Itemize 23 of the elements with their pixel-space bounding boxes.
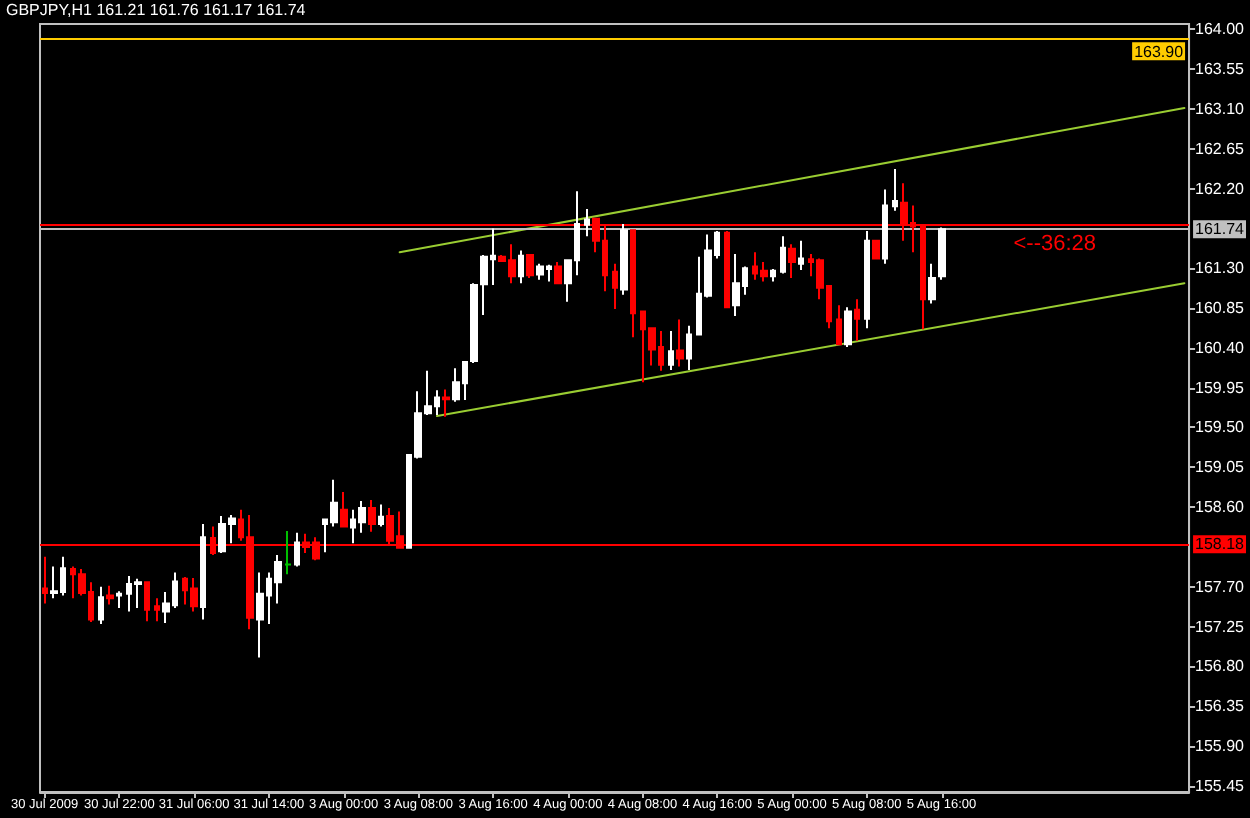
y-tick-label: 155.45 [1195,776,1246,795]
y-tick-label: 155.90 [1195,736,1246,755]
y-tick-label: 156.80 [1195,657,1246,676]
y-tick-label: 159.50 [1195,418,1246,437]
y-tick-label: 160.85 [1195,299,1246,318]
y-tick-label: 163.10 [1195,99,1246,118]
y-tick-label: 161.30 [1195,259,1246,278]
y-tick-label: 158.60 [1195,498,1246,517]
chart-title: GBPJPY,H1 161.21 161.76 161.17 161.74 [6,1,307,19]
ref-line-label: 163.90 [1134,43,1185,62]
y-tick-label: 159.05 [1195,458,1246,477]
y-tick-label: 160.40 [1195,338,1246,357]
y-tick-label: 164.00 [1195,20,1246,39]
y-tick-label: 157.25 [1195,617,1246,636]
y-tick-label: 156.35 [1195,697,1246,716]
annotation: <--36:28 [1013,232,1097,257]
y-tick-label: 162.65 [1195,139,1246,158]
ref-line-label: 161.74 [1195,220,1246,239]
y-tick-label: 157.70 [1195,577,1246,596]
y-tick-label: 159.95 [1195,378,1246,397]
ref-line-label: 158.18 [1195,535,1246,554]
y-tick-label: 162.20 [1195,179,1246,198]
y-tick-label: 163.55 [1195,60,1246,79]
